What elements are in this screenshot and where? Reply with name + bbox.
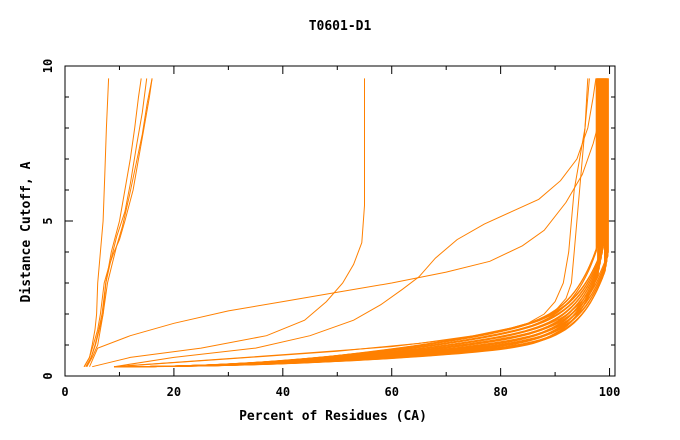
- bundle-line-38: [114, 78, 597, 368]
- x-tick-label-80: 80: [493, 385, 507, 399]
- series-line-s4: [86, 78, 153, 367]
- bundle-line-25: [114, 78, 597, 368]
- bundle-line-26: [113, 78, 598, 368]
- bundle-line-47: [114, 78, 606, 368]
- bundle-line-24: [114, 78, 609, 368]
- bundle-line-20: [113, 78, 605, 368]
- series-line-s9: [113, 78, 589, 368]
- x-tick-label-40: 40: [276, 385, 290, 399]
- y-axis-label: Distance Cutoff, A: [19, 161, 34, 302]
- x-axis-label: Percent of Residues (CA): [239, 409, 427, 424]
- y-tick-label-10: 10: [41, 59, 55, 73]
- y-tick-label-0: 0: [41, 372, 55, 379]
- bundle-line-46: [113, 78, 605, 368]
- x-tick-label-60: 60: [385, 385, 399, 399]
- x-tick-label-100: 100: [599, 385, 621, 399]
- axes: 0 20 40 60 80 100 0 5 10: [41, 59, 620, 399]
- x-tick-label-20: 20: [167, 385, 181, 399]
- x-tick-label-0: 0: [61, 385, 68, 399]
- bundle-line-48: [114, 78, 607, 368]
- series-line-s10: [113, 78, 590, 368]
- chart-title: T0601-D1: [309, 19, 372, 34]
- y-tick-label-5: 5: [41, 217, 55, 224]
- series-line-s2: [86, 78, 142, 367]
- bundle-line-1: [114, 78, 599, 368]
- bundle-line-11: [114, 78, 608, 368]
- series-group: [83, 78, 609, 368]
- series-line-s5: [83, 78, 153, 367]
- bundle-line-12: [114, 78, 609, 368]
- series-line-s1: [83, 78, 110, 367]
- series-line-s8: [113, 78, 597, 368]
- series-line-s6: [89, 78, 605, 367]
- bundle-line-14: [114, 78, 599, 368]
- bundle-line-39: [113, 78, 598, 368]
- series-line-s7: [92, 78, 365, 368]
- bundle-line-36: [114, 78, 608, 368]
- bundle-line-13: [113, 78, 598, 368]
- bundle-line-37: [114, 78, 609, 368]
- series-line-s3: [85, 78, 148, 367]
